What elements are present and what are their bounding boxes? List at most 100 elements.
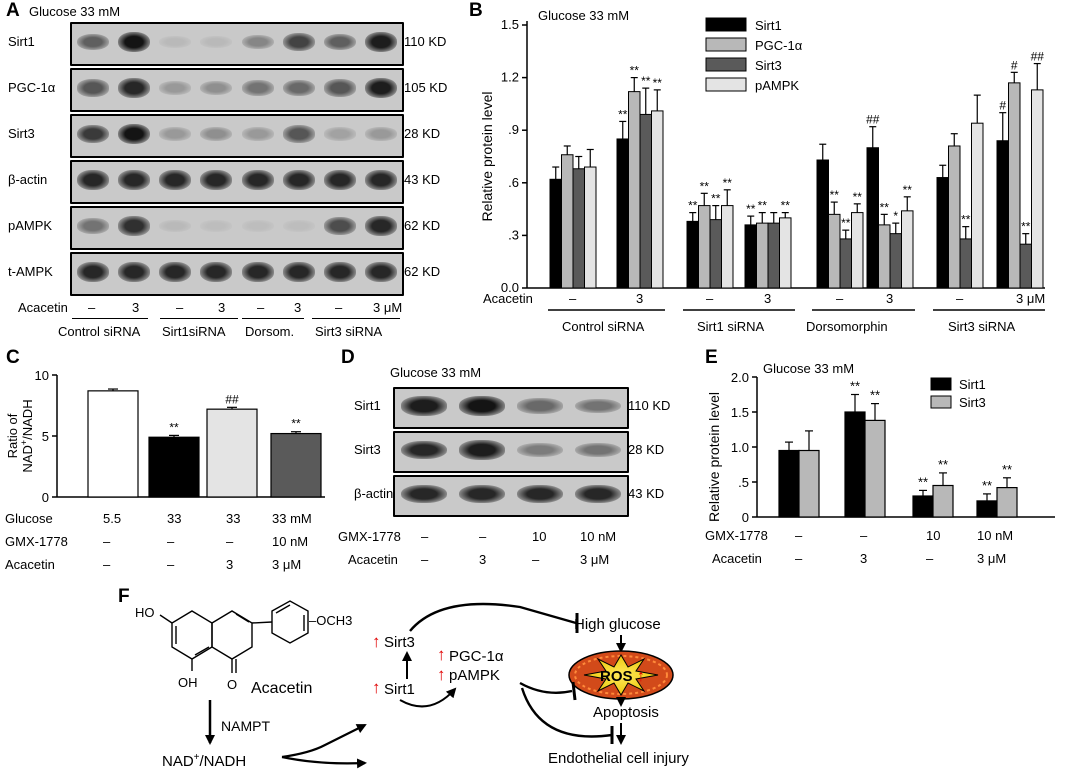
y-tick-label: 1.2 <box>501 70 519 85</box>
blot-strip <box>70 22 404 66</box>
blot-band <box>517 442 563 458</box>
significance-mark: ** <box>711 192 721 206</box>
y-tick-label: 5 <box>42 429 49 444</box>
blot-band <box>324 127 357 141</box>
bar <box>744 224 757 289</box>
group-label: Sirt3 siRNA <box>948 319 1016 334</box>
blot-strip <box>393 387 629 429</box>
sirt3-label: Sirt3 <box>384 634 415 651</box>
significance-mark: ** <box>688 199 698 213</box>
bar <box>572 168 585 289</box>
panel-letter-d: D <box>341 347 355 368</box>
y-tick-label: 2.0 <box>731 370 749 385</box>
bar <box>976 500 998 518</box>
bar <box>270 432 322 498</box>
blot-band <box>324 217 357 235</box>
significance-mark: ## <box>1031 50 1045 64</box>
bar <box>686 220 699 289</box>
acacetin-row-value: 3 <box>218 300 226 315</box>
bar <box>756 222 769 289</box>
sirt3-up-arrow-icon: ↑ <box>372 632 381 651</box>
significance-mark: ** <box>291 417 301 431</box>
row-label: Acacetin <box>5 557 55 572</box>
blot-kd-label: 110 KD <box>628 398 671 413</box>
blot-row-label: Sirt1 <box>354 398 381 413</box>
bar <box>828 213 841 289</box>
blot-band <box>117 31 150 53</box>
chart-e: Glucose 33 mM 0 .5 1.0 1.5 2.0 Relative protei… <box>705 361 1055 566</box>
bar <box>889 233 902 289</box>
chart-b-title: Glucose 33 mM <box>538 8 629 23</box>
blot-band <box>365 170 398 190</box>
row-value: – <box>569 291 577 306</box>
blot-band <box>200 80 233 96</box>
acacetin-row-value: 3 μM <box>373 300 403 315</box>
acacetin-row-value: – <box>421 552 429 567</box>
significance-mark: ** <box>723 176 733 190</box>
row-value: 10 nM <box>977 528 1013 543</box>
legend-swatch <box>705 17 747 32</box>
y-axis-label: Relative protein level <box>479 92 495 222</box>
legend-swatch <box>930 395 952 409</box>
blot-band <box>159 220 192 232</box>
group-underline <box>312 318 400 319</box>
panel-a-title: Glucose 33 mM <box>29 4 121 19</box>
blot-row-label: Sirt3 <box>8 126 35 141</box>
inhibit-bar-2-icon <box>571 681 577 701</box>
panel-letter-e: E <box>705 347 718 368</box>
blot-band <box>76 124 109 144</box>
bar <box>148 436 200 498</box>
legend-label: Sirt3 <box>755 58 782 73</box>
blot-strip <box>393 475 629 517</box>
blot-strip <box>70 114 404 158</box>
group-underline <box>160 318 238 319</box>
blot-band <box>117 262 150 282</box>
ho-label: HO <box>135 605 155 620</box>
significance-mark: ** <box>653 76 663 90</box>
blot-band <box>241 262 274 282</box>
blot-band <box>365 262 398 282</box>
blot-band <box>401 396 447 416</box>
acacetin-row-value: 3 <box>479 552 487 567</box>
bar <box>866 147 879 289</box>
bar <box>959 238 972 289</box>
blot-band <box>401 440 447 460</box>
significance-mark: ** <box>870 388 880 403</box>
y-tick-label: .3 <box>508 227 519 242</box>
pgc-up-arrow-icon: ↑ <box>437 645 446 664</box>
bar <box>901 210 914 289</box>
acacetin-row-value: – <box>257 300 265 315</box>
y-axis-label: Relative protein level <box>706 392 722 522</box>
row-value: – <box>226 534 234 549</box>
row-value: – <box>795 528 803 543</box>
significance-mark: ** <box>781 199 791 213</box>
significance-mark: ** <box>918 474 928 489</box>
bar <box>948 145 961 289</box>
blot-band <box>159 170 192 190</box>
blot-kd-label: 28 KD <box>404 126 441 141</box>
oh-label: OH <box>178 675 198 690</box>
legend-swatch <box>705 37 747 52</box>
bar <box>206 408 258 498</box>
bar <box>844 411 866 518</box>
row-label: Acacetin <box>712 551 762 566</box>
y-tick-label: .6 <box>508 175 519 190</box>
y-tick-label: 1.5 <box>731 405 749 420</box>
blot-band <box>365 216 398 236</box>
legend-label: pAMPK <box>755 78 799 93</box>
bar <box>971 122 984 289</box>
legend-label: PGC-1α <box>755 38 803 53</box>
bar <box>864 419 886 518</box>
row-value: – <box>706 291 714 306</box>
significance-mark: ** <box>938 457 948 472</box>
apoptosis-label: Apoptosis <box>593 704 659 721</box>
blot-band <box>517 484 563 504</box>
carbonyl-o-label: O <box>227 677 237 692</box>
blot-band <box>282 262 315 282</box>
significance-mark: ** <box>1021 220 1031 234</box>
bar <box>616 138 629 289</box>
blot-kd-label: 110 KD <box>404 34 447 49</box>
row-value: 3 <box>226 557 233 572</box>
blot-band <box>324 79 357 97</box>
blot-band <box>365 31 398 53</box>
